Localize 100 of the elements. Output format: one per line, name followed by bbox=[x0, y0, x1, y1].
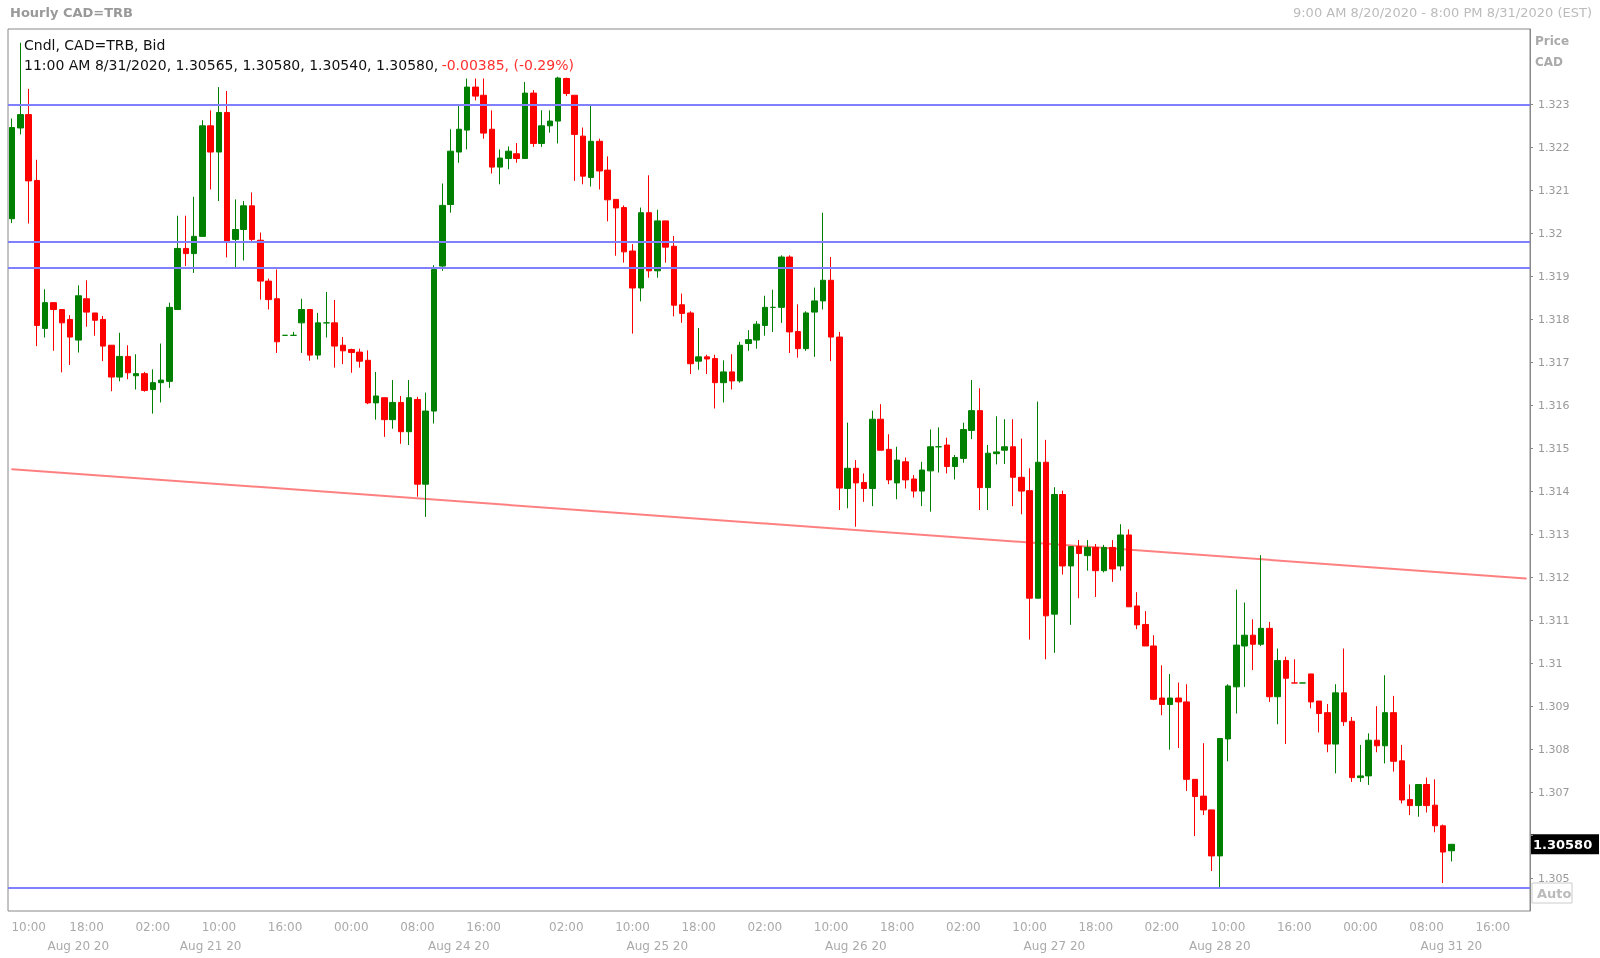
x-tick-label: 08:00 bbox=[1409, 919, 1444, 934]
y-tick-label: 1.32 bbox=[1538, 226, 1563, 240]
candlestick bbox=[1167, 673, 1173, 751]
candlestick bbox=[1010, 418, 1016, 507]
candlestick bbox=[935, 426, 942, 474]
candlestick bbox=[944, 437, 950, 474]
candlestick bbox=[199, 119, 206, 237]
candlestick bbox=[439, 182, 446, 272]
x-tick-label: 10:00 bbox=[1210, 919, 1246, 934]
candlestick bbox=[621, 204, 627, 264]
annotation: Cndl, CAD=TRB, Bid bbox=[24, 37, 166, 53]
candlestick bbox=[1448, 843, 1455, 863]
candlestick bbox=[447, 128, 454, 214]
candlestick bbox=[646, 174, 652, 279]
candlestick bbox=[1250, 618, 1256, 671]
candlestick bbox=[42, 288, 48, 338]
candlestick bbox=[216, 86, 222, 202]
candlestick bbox=[307, 309, 313, 362]
candlestick bbox=[671, 235, 677, 317]
x-tick-label: 10:00 bbox=[813, 919, 849, 934]
candlestick bbox=[323, 291, 330, 338]
candlestick bbox=[580, 127, 586, 185]
y-tick-label: 1.322 bbox=[1538, 140, 1570, 154]
y-tick-label: 1.315 bbox=[1538, 441, 1570, 455]
candlestick bbox=[853, 459, 859, 528]
y-axis-title: Price CAD bbox=[1535, 33, 1574, 69]
x-tick-label: Aug 28 20 bbox=[1189, 938, 1251, 953]
candlestick bbox=[1382, 674, 1388, 764]
x-tick-label: 10:00 bbox=[11, 919, 46, 934]
y-tick-label: 1.308 bbox=[1538, 743, 1570, 757]
candlestick bbox=[497, 148, 503, 185]
y-tick-label: 1.314 bbox=[1538, 485, 1570, 499]
candlestick bbox=[1134, 591, 1140, 630]
x-tick-label: Aug 27 20 bbox=[1023, 938, 1086, 953]
candlestick bbox=[158, 343, 164, 403]
candlestick bbox=[1440, 824, 1446, 884]
x-tick-label: 02:00 bbox=[946, 919, 981, 934]
candlestick bbox=[513, 142, 520, 164]
candlestick bbox=[1324, 703, 1331, 753]
candlestick bbox=[9, 117, 15, 224]
candlestick bbox=[141, 371, 148, 393]
x-tick-label: 00:00 bbox=[1343, 919, 1378, 934]
candlestick bbox=[224, 90, 230, 258]
candlestick bbox=[1399, 744, 1405, 804]
y-tick-label: 1.309 bbox=[1538, 700, 1570, 714]
y-tick-label: 1.316 bbox=[1538, 398, 1570, 412]
x-tick-label: 16:00 bbox=[267, 919, 303, 934]
y-tick-label: 1.312 bbox=[1538, 571, 1570, 585]
y-tick-label: 1.317 bbox=[1538, 355, 1570, 369]
candlestick bbox=[150, 368, 156, 415]
candlestick bbox=[786, 254, 793, 354]
candlestick bbox=[795, 303, 801, 359]
candlestick bbox=[613, 198, 619, 257]
candlestick bbox=[1051, 486, 1058, 654]
x-tick-label: Aug 24 20 bbox=[428, 938, 490, 953]
x-tick-label: 08:00 bbox=[400, 919, 435, 934]
candlestick bbox=[365, 349, 371, 405]
x-tick-label: 18:00 bbox=[879, 919, 915, 934]
candlestick bbox=[274, 269, 280, 354]
candlestick bbox=[59, 309, 65, 373]
y-tick-label: 1.321 bbox=[1538, 183, 1570, 197]
candlestick bbox=[737, 341, 743, 384]
candlestick bbox=[298, 298, 305, 354]
candlestick bbox=[1258, 554, 1264, 647]
candlestick bbox=[1316, 700, 1322, 733]
candlestick bbox=[1291, 658, 1298, 684]
candlestick bbox=[629, 243, 636, 335]
y-tick-label: 1.305 bbox=[1538, 872, 1570, 886]
candlestick bbox=[555, 76, 561, 144]
x-tick-label: Aug 21 20 bbox=[179, 938, 242, 953]
candlestick bbox=[1390, 695, 1397, 773]
candlestick bbox=[505, 145, 512, 170]
candlestick bbox=[50, 302, 57, 352]
x-tick-label: 02:00 bbox=[747, 919, 783, 934]
candlestick bbox=[108, 344, 115, 392]
candlestick bbox=[1092, 543, 1099, 598]
x-tick-label: 10:00 bbox=[615, 919, 650, 934]
x-tick-label: 02:00 bbox=[1144, 919, 1180, 934]
candlestick bbox=[844, 422, 851, 509]
candlestick bbox=[75, 284, 82, 354]
candlestick bbox=[538, 109, 545, 148]
candlestick bbox=[183, 215, 189, 267]
candlestick bbox=[522, 81, 528, 159]
x-tick-label: Aug 26 20 bbox=[825, 938, 887, 953]
candlestick bbox=[191, 196, 197, 274]
candlestick bbox=[1084, 539, 1091, 572]
candlestick bbox=[1332, 683, 1339, 774]
x-tick-label: 00:00 bbox=[333, 919, 369, 934]
x-tick-label: 02:00 bbox=[549, 919, 584, 934]
candlestick bbox=[1415, 784, 1422, 818]
candlestick bbox=[762, 295, 768, 337]
candlestick bbox=[729, 353, 735, 391]
candlestick bbox=[662, 220, 669, 264]
candlestick bbox=[836, 331, 843, 511]
y-tick-label: 1.31 bbox=[1538, 657, 1563, 671]
candlestick bbox=[1059, 490, 1066, 576]
candlestick bbox=[83, 279, 90, 328]
candlestick bbox=[927, 429, 934, 513]
candlestick bbox=[406, 379, 412, 446]
text: Auto bbox=[1537, 885, 1572, 901]
